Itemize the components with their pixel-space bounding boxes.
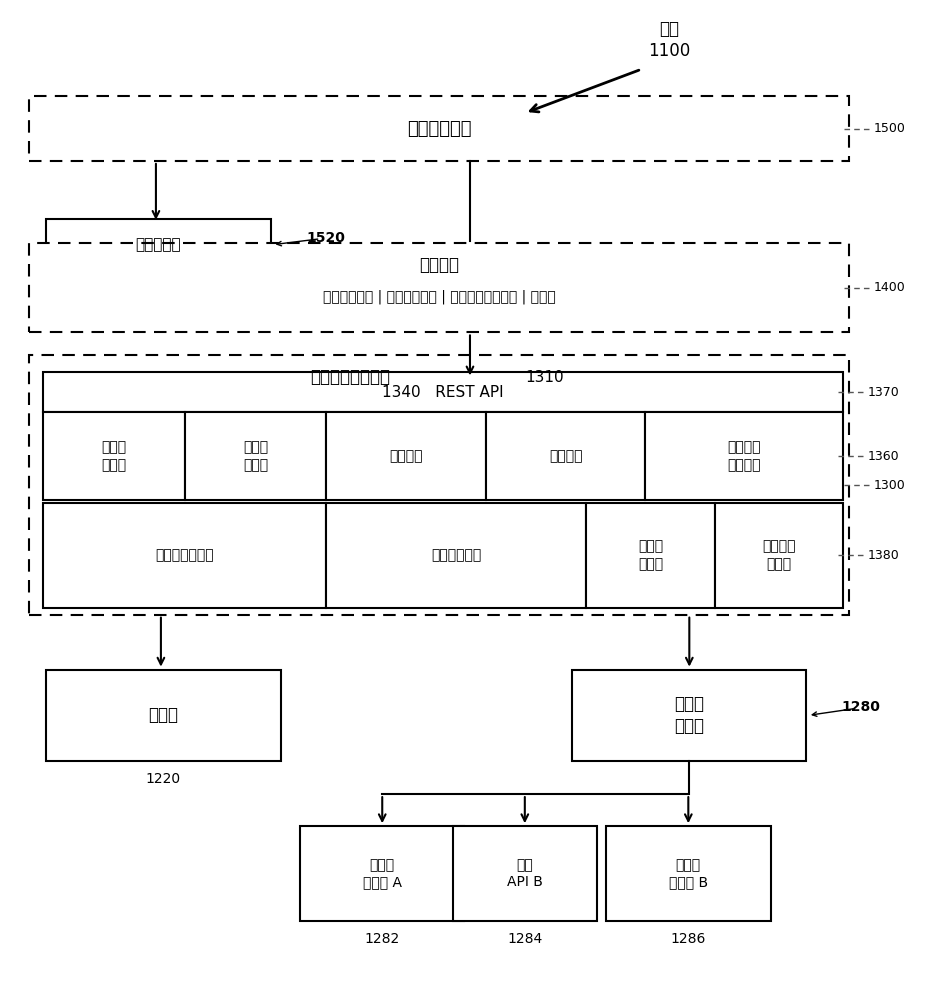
Text: 人工数
据界面: 人工数 据界面 <box>638 540 663 571</box>
Bar <box>184 412 326 500</box>
Text: 1280: 1280 <box>842 700 881 714</box>
Text: 1220: 1220 <box>146 772 181 786</box>
Bar <box>300 826 464 921</box>
Bar <box>326 412 486 500</box>
Text: 持久性管理程序: 持久性管理程序 <box>156 548 214 562</box>
Text: 1300: 1300 <box>874 479 906 492</box>
Text: 体育运
动馈送 B: 体育运 动馈送 B <box>668 858 708 889</box>
Text: 外部数
据服务: 外部数 据服务 <box>674 695 704 736</box>
Text: 1360: 1360 <box>868 450 899 463</box>
Bar <box>452 826 597 921</box>
Bar <box>46 219 271 271</box>
Bar <box>30 355 849 615</box>
Bar <box>486 412 645 500</box>
Text: 外部数据
读取器: 外部数据 读取器 <box>762 540 795 571</box>
Text: 事件数据
处理程序: 事件数据 处理程序 <box>728 440 761 472</box>
Bar <box>716 503 843 608</box>
Text: 设置管理程序: 设置管理程序 <box>431 548 481 562</box>
Bar <box>30 96 849 161</box>
Bar <box>44 372 843 412</box>
Bar <box>572 670 806 761</box>
Text: 挑选引擎: 挑选引擎 <box>389 449 423 463</box>
Text: 1100: 1100 <box>648 42 691 60</box>
Text: 1282: 1282 <box>364 932 400 946</box>
Text: 1310: 1310 <box>526 370 564 385</box>
Bar <box>30 243 849 332</box>
Text: 体育运
动馈送 A: 体育运 动馈送 A <box>362 858 401 889</box>
Text: 1340   REST API: 1340 REST API <box>382 385 504 400</box>
Text: 应用程序服务界面: 应用程序服务界面 <box>311 368 390 386</box>
Text: 1520: 1520 <box>306 231 345 245</box>
Text: 1370: 1370 <box>868 386 899 399</box>
Text: 用户管
理程序: 用户管 理程序 <box>243 440 268 472</box>
Bar <box>46 670 281 761</box>
Text: 1500: 1500 <box>874 122 906 135</box>
Text: 1380: 1380 <box>868 549 899 562</box>
Bar <box>586 503 716 608</box>
Text: 1400: 1400 <box>874 281 906 294</box>
Text: 社交报告引擎: 社交报告引擎 <box>407 120 471 138</box>
Text: 内容
API B: 内容 API B <box>507 858 542 889</box>
Text: 移动应用程序 | 网络应用程序 | 智能电视应用程序 | 游戏机: 移动应用程序 | 网络应用程序 | 智能电视应用程序 | 游戏机 <box>323 289 555 304</box>
Text: 数据库: 数据库 <box>148 706 178 724</box>
Bar <box>326 503 586 608</box>
Text: 1284: 1284 <box>507 932 542 946</box>
Bar <box>606 826 770 921</box>
Text: 系统: 系统 <box>659 20 679 38</box>
Text: 用户界面: 用户界面 <box>419 256 459 274</box>
Text: 1286: 1286 <box>670 932 706 946</box>
Bar <box>645 412 843 500</box>
Bar <box>44 412 184 500</box>
Bar <box>44 503 326 608</box>
Text: 用户数据库: 用户数据库 <box>135 237 182 252</box>
Text: 对战逻辑: 对战逻辑 <box>549 449 582 463</box>
Text: 评分和
排行榜: 评分和 排行榜 <box>101 440 127 472</box>
